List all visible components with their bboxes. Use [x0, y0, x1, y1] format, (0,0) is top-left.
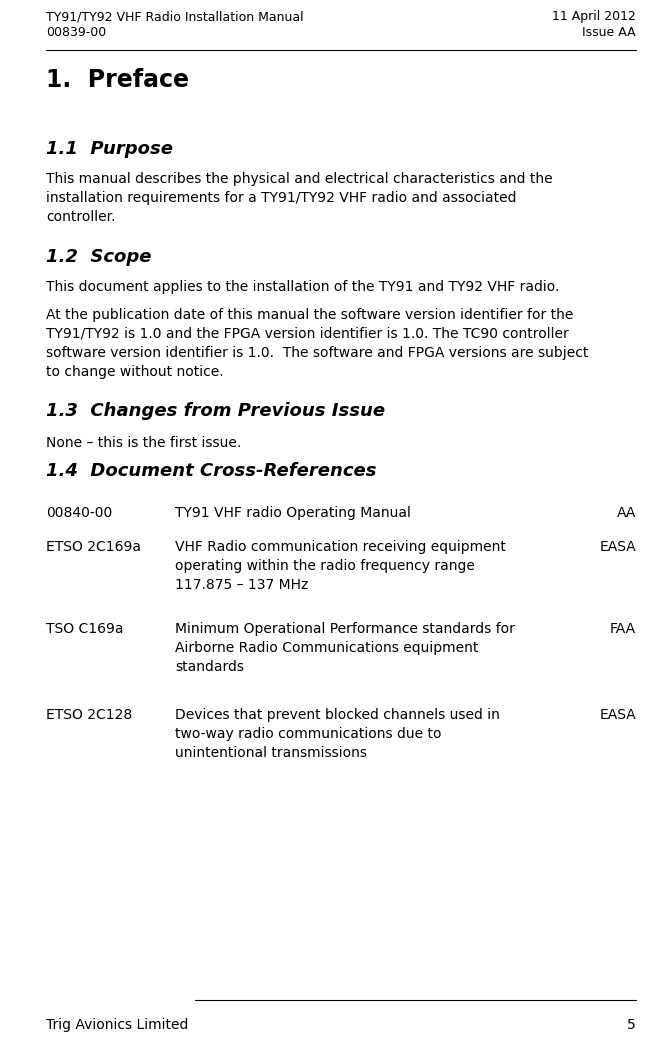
Text: Issue AA: Issue AA [582, 26, 636, 39]
Text: 1.1  Purpose: 1.1 Purpose [46, 140, 173, 158]
Text: TY91 VHF radio Operating Manual: TY91 VHF radio Operating Manual [175, 506, 411, 520]
Text: ETSO 2C169a: ETSO 2C169a [46, 540, 141, 554]
Text: 1.4  Document Cross-References: 1.4 Document Cross-References [46, 462, 376, 480]
Text: 00840-00: 00840-00 [46, 506, 113, 520]
Text: Devices that prevent blocked channels used in
two-way radio communications due t: Devices that prevent blocked channels us… [175, 709, 500, 760]
Text: FAA: FAA [610, 622, 636, 636]
Text: 1.3  Changes from Previous Issue: 1.3 Changes from Previous Issue [46, 402, 385, 420]
Text: 1.  Preface: 1. Preface [46, 68, 189, 92]
Text: This manual describes the physical and electrical characteristics and the
instal: This manual describes the physical and e… [46, 172, 553, 224]
Text: ETSO 2C128: ETSO 2C128 [46, 709, 132, 722]
Text: EASA: EASA [599, 540, 636, 554]
Text: At the publication date of this manual the software version identifier for the
T: At the publication date of this manual t… [46, 308, 588, 379]
Text: Minimum Operational Performance standards for
Airborne Radio Communications equi: Minimum Operational Performance standard… [175, 622, 515, 674]
Text: This document applies to the installation of the TY91 and TY92 VHF radio.: This document applies to the installatio… [46, 280, 559, 294]
Text: 00839-00: 00839-00 [46, 26, 106, 39]
Text: None – this is the first issue.: None – this is the first issue. [46, 436, 241, 450]
Text: Trig Avionics Limited: Trig Avionics Limited [46, 1018, 188, 1032]
Text: TY91/TY92 VHF Radio Installation Manual: TY91/TY92 VHF Radio Installation Manual [46, 10, 303, 23]
Text: 1.2  Scope: 1.2 Scope [46, 248, 151, 266]
Text: 11 April 2012: 11 April 2012 [552, 10, 636, 23]
Text: VHF Radio communication receiving equipment
operating within the radio frequency: VHF Radio communication receiving equipm… [175, 540, 506, 591]
Text: AA: AA [617, 506, 636, 520]
Text: 5: 5 [627, 1018, 636, 1032]
Text: TSO C169a: TSO C169a [46, 622, 124, 636]
Text: EASA: EASA [599, 709, 636, 722]
